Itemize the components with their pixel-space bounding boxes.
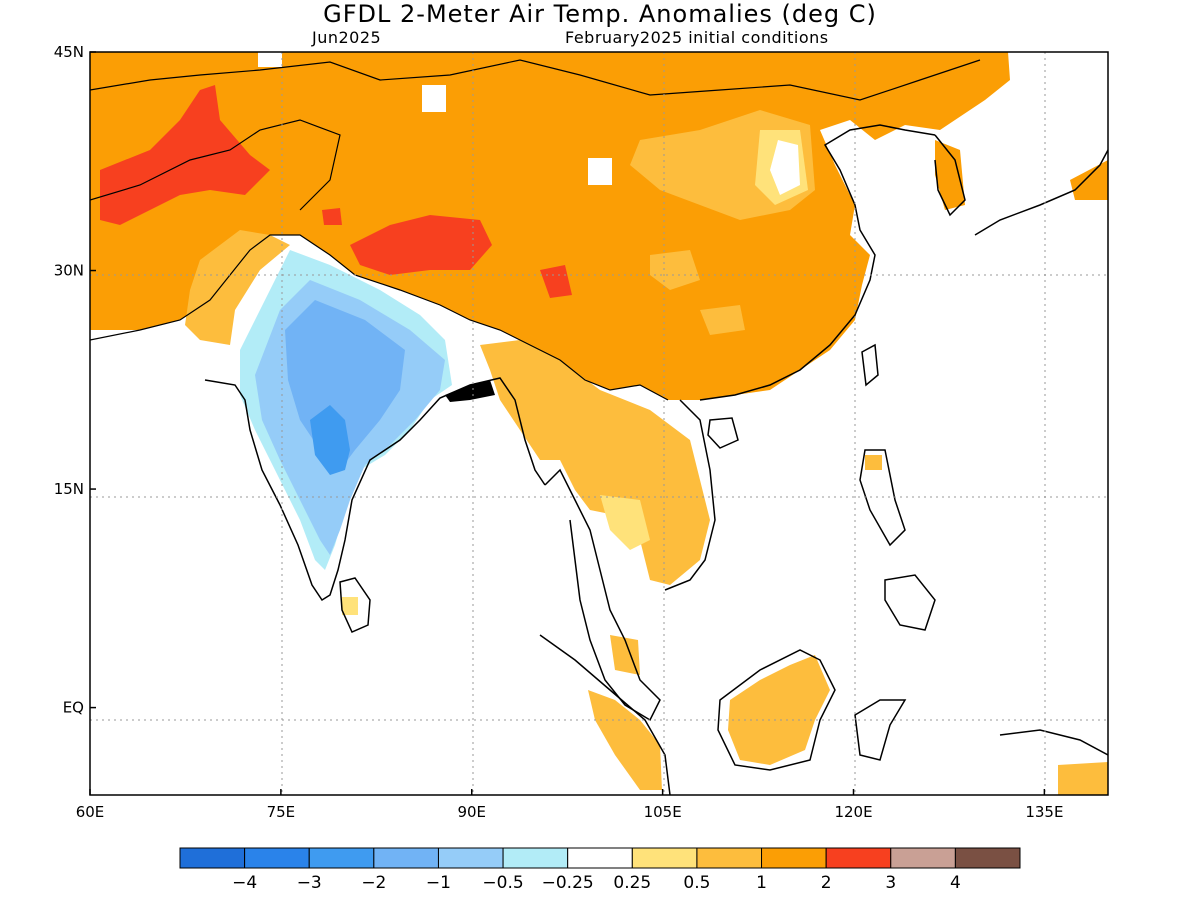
lon-tick-label: 60E [76,803,105,821]
coastline-layer [90,59,1108,795]
anomaly-region-sri-lanka [342,597,358,615]
ganges-delta-mark [445,380,495,402]
colorbar-label: −0.25 [542,873,594,893]
anomaly-gap-3 [258,52,282,67]
anomaly-region-korea [935,140,965,210]
colorbar-swatch [631,847,698,869]
colorbar-swatch [567,847,633,869]
anomaly-region-south-china-light [650,250,700,290]
coastline-vietnam [664,399,716,591]
colorbar-label: −3 [297,873,322,893]
coastline-mindanao [884,574,936,631]
anomaly-region-japan [1070,160,1108,200]
colorbar-swatch [825,847,892,869]
coastline-china [699,124,936,401]
coastline-luzon [859,449,906,547]
anomaly-gap-2 [588,158,612,185]
lon-tick-label: 90E [457,803,486,821]
coastline-taiwan [861,343,879,387]
anomaly-region-malay [610,635,640,675]
coastline-borders [90,234,669,401]
lon-tick-label: 105E [644,803,682,821]
lat-tick-label: 30N [54,262,84,280]
map-title: GFDL 2-Meter Air Temp. Anomalies (deg C) [323,0,877,28]
anomaly-region-north-china-white [770,140,800,195]
anomaly-region-pakistan [185,230,290,345]
anomaly-region-india-cool-core [310,405,350,475]
init-conditions-label: February2025 initial conditions [565,28,829,47]
colorbar-label: −4 [232,873,257,893]
colorbar-label: −0.5 [482,873,523,893]
coastline-sri-lanka [339,577,371,633]
anomaly-region-kashmir-hot [322,208,342,225]
anomaly-region-thailand-light [600,495,650,550]
lat-tick-label: 45N [54,43,84,61]
colorbar-swatch [696,847,763,869]
colorbar-label: 4 [950,873,961,893]
lon-tick-label: 135E [1025,803,1063,821]
colorbar-swatch [179,847,246,869]
lon-tick-label: 120E [834,803,872,821]
colorbar-swatch [954,847,1021,869]
coastline-korea [934,134,966,217]
anomaly-region-myanmar-hot [540,265,572,298]
colorbar-swatch [502,847,569,869]
colorbar-swatch [890,847,956,869]
map-frame [89,51,1109,796]
anomaly-region-sumatra [588,690,662,790]
anomaly-region-yunnan-light [700,305,745,335]
border-central-asia [90,119,341,211]
gridlines [90,52,1108,795]
colorbar-label: 2 [821,873,832,893]
anomaly-gap-1 [422,85,446,112]
colorbar-swatch [244,847,310,869]
anomaly-region-asia-warm [90,52,1010,400]
lat-tick-label: EQ [63,699,84,717]
anomaly-region-new-guinea [1058,762,1108,795]
anomaly-region-luzon [865,455,882,470]
anomaly-region-borneo [728,655,830,765]
colorbar-swatch [308,847,375,869]
coastline-hainan [707,417,739,449]
lon-tick-label: 75E [267,803,296,821]
coastline-india [204,377,546,602]
latitude-axis: 45N 30N 15N EQ [54,43,96,717]
coastline-borneo [717,649,836,771]
anomaly-region-indochina [480,340,710,585]
coastline-indochina [544,468,661,722]
colorbar-label: −2 [361,873,386,893]
colorbar: −4 −3 −2 −1 −0.5 −0.25 0.25 0.5 1 2 3 4 [179,847,1021,893]
coastline-new-guinea [999,729,1108,756]
lat-tick-label: 15N [54,480,84,498]
colorbar-label: 1 [756,873,767,893]
longitude-axis: 60E 75E 90E 105E 120E 135E [76,789,1063,821]
valid-month-label: Jun2025 [312,28,382,47]
colorbar-swatch [761,847,827,869]
coastline-sulawesi [854,699,907,761]
colorbar-swatch [373,847,439,869]
border-north [90,59,981,101]
colorbar-label: 0.5 [683,873,710,893]
anomaly-region-tibet-hot [350,215,492,275]
anomaly-region-afghanistan-hot [100,85,270,225]
coastline-sumatra [539,634,671,795]
colorbar-label: −1 [426,873,451,893]
coastline-japan [974,149,1108,236]
colorbar-label: 0.25 [613,873,651,893]
anomaly-fill-layer [90,52,1108,795]
colorbar-swatch [437,847,504,869]
colorbar-label: 3 [885,873,896,893]
